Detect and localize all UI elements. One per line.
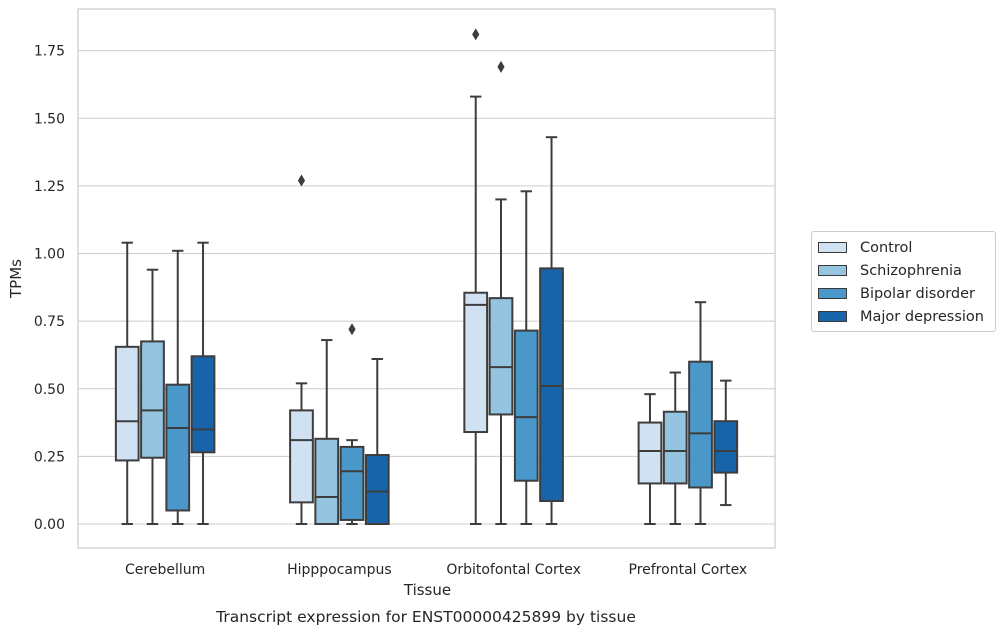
box [289,409,314,504]
outlier-point [297,174,306,187]
box [339,445,365,521]
outlier-point [472,28,480,41]
x-tick-label: Prefrontal Cortex [629,562,748,578]
legend-item: Control [812,236,995,259]
chart-caption: Transcript expression for ENST0000042589… [215,608,636,626]
legend-item: Major depression [812,305,995,328]
plot-area [114,28,739,526]
box [513,329,539,482]
y-tick-label: 0.75 [34,314,65,330]
legend-label: Major depression [860,308,984,325]
box [637,421,663,485]
y-tick-label: 0.50 [34,382,65,398]
y-tick-label: 1.00 [34,247,65,263]
box [190,355,216,454]
y-axis-label: TPMs [7,259,25,299]
box-group [713,379,739,507]
box-group [662,371,688,525]
y-axis-ticks: 0.00 0.25 0.50 0.75 1.00 1.25 1.50 1.75 [34,44,65,533]
x-tick-label: Orbitofontal Cortex [446,562,581,578]
box [539,267,564,503]
legend-swatch [818,242,847,253]
legend-label: Control [860,239,913,256]
box [688,360,713,489]
y-tick-label: 1.25 [34,179,65,195]
outlier-point [497,60,505,73]
legend-swatch [818,288,847,299]
box [662,410,688,485]
box-group [539,136,564,525]
plot-frame [77,8,776,549]
x-tick-label: Hipppocampus [287,562,392,578]
y-tick-label: 0.00 [34,517,65,533]
y-tick-label: 0.25 [34,449,65,465]
box [114,345,140,462]
box [140,340,165,459]
box [165,383,191,512]
box [713,420,739,474]
y-tick-label: 1.50 [34,111,65,127]
box-group [339,323,365,525]
box-group [140,268,165,525]
legend: Control Schizophrenia Bipolar disorder Majo… [811,231,996,332]
legend-swatch [818,311,847,322]
legend-label: Bipolar disorder [860,285,975,302]
box [314,437,340,526]
x-axis-label: Tissue [403,581,451,599]
y-tick-label: 1.75 [34,44,65,60]
box-group [364,357,390,525]
box-group [114,241,140,525]
legend-item: Bipolar disorder [812,282,995,305]
legend-item: Schizophrenia [812,259,995,282]
legend-swatch [818,265,847,276]
box-group [513,190,539,525]
box-group [165,249,191,525]
x-axis-ticks: Cerebellum Hipppocampus Orbitofontal Corte… [125,562,747,578]
outlier-point [348,323,356,336]
x-tick-label: Cerebellum [125,562,205,578]
box-group [463,28,489,525]
box-group [289,174,314,525]
box-group [637,393,663,525]
box [463,291,489,434]
box-group [190,241,216,525]
box [364,454,390,525]
box-group [688,301,713,525]
box-group [488,60,514,525]
box [488,297,514,416]
legend-label: Schizophrenia [860,262,962,279]
box-group [314,339,340,526]
